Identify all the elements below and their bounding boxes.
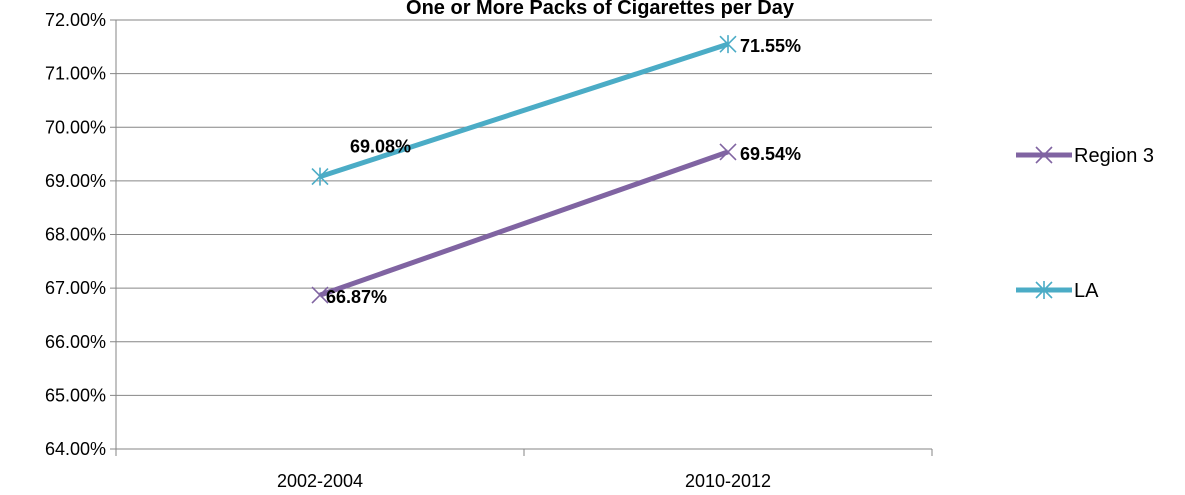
series-line-la bbox=[319, 41, 729, 179]
x-tick-label: 2002-2004 bbox=[277, 471, 363, 491]
y-tick-label: 71.00% bbox=[45, 64, 106, 84]
marker-stroke bbox=[311, 286, 329, 304]
data-point-marker bbox=[719, 35, 737, 54]
legend-marker bbox=[1035, 281, 1053, 299]
legend-label: LA bbox=[1074, 280, 1099, 302]
data-label: 69.08% bbox=[350, 137, 411, 157]
y-axis-tick-labels: 64.00% 65.00% 66.00% 67.00% 68.00% 69.00% 70.0… bbox=[45, 10, 106, 459]
chart-title: One or More Packs of Cigarettes per Day bbox=[406, 0, 795, 19]
data-point-marker bbox=[719, 143, 737, 161]
y-tick-label: 66.00% bbox=[45, 332, 106, 352]
legend: Region 3 LA bbox=[1016, 145, 1154, 302]
marker-stroke bbox=[1035, 146, 1053, 164]
y-tick-label: 64.00% bbox=[45, 439, 106, 459]
legend-item: Region 3 bbox=[1016, 145, 1154, 167]
data-label: 71.55% bbox=[740, 36, 801, 56]
x-axis-tick-labels: 2002-2004 2010-2012 bbox=[277, 471, 771, 491]
data-point-marker bbox=[311, 167, 329, 186]
y-tick-label: 69.00% bbox=[45, 171, 106, 191]
y-tick-label: 65.00% bbox=[45, 385, 106, 405]
y-tick-label: 68.00% bbox=[45, 225, 106, 245]
y-tick-label: 72.00% bbox=[45, 10, 106, 30]
y-tick-label: 67.00% bbox=[45, 278, 106, 298]
marker-stroke bbox=[719, 143, 737, 161]
legend-marker bbox=[1035, 146, 1053, 164]
axes bbox=[110, 19, 933, 456]
series-lines bbox=[311, 35, 737, 304]
legend-item: LA bbox=[1016, 280, 1099, 302]
x-tick-label: 2010-2012 bbox=[685, 471, 771, 491]
data-label: 69.54% bbox=[740, 144, 801, 164]
legend-label: Region 3 bbox=[1074, 145, 1154, 167]
series-line-region-3 bbox=[319, 149, 729, 298]
data-point-marker bbox=[311, 286, 329, 304]
data-labels: 66.87% 69.54% 69.08% 71.55% bbox=[326, 36, 801, 307]
gridlines bbox=[116, 19, 932, 450]
y-tick-label: 70.00% bbox=[45, 117, 106, 137]
data-label: 66.87% bbox=[326, 287, 387, 307]
